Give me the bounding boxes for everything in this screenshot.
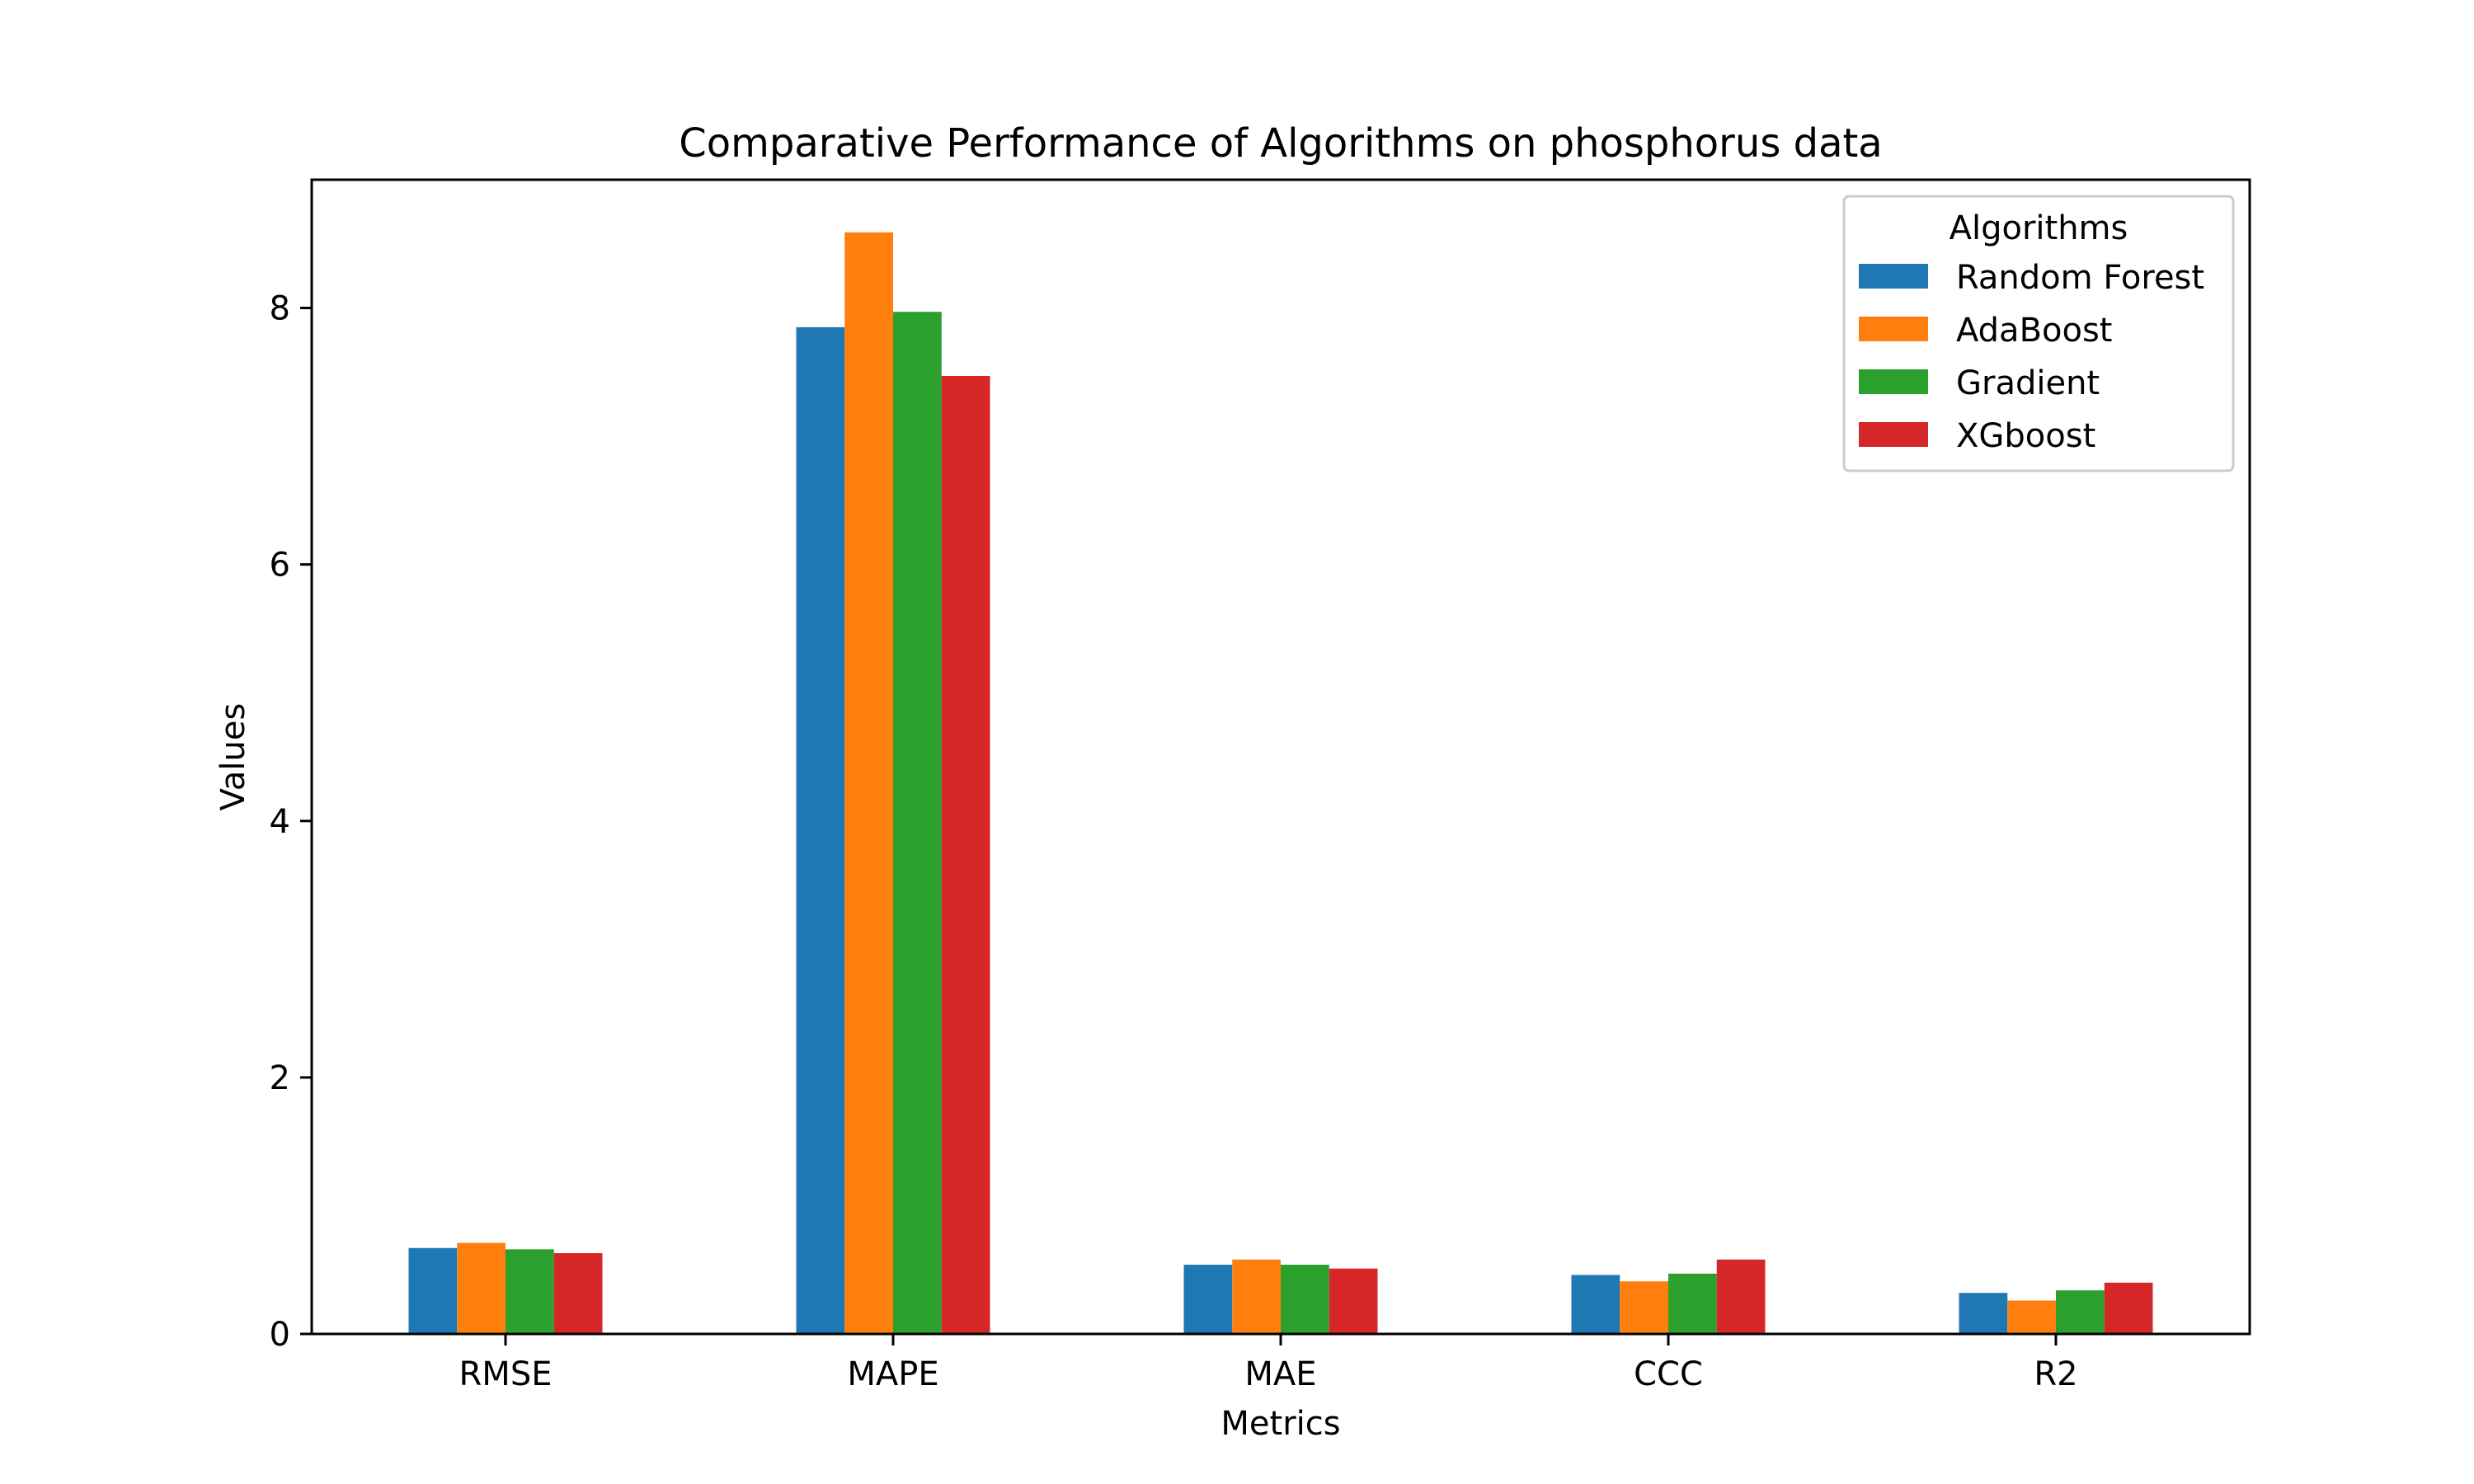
bar-adaboost-mape [844,232,893,1334]
bar-adaboost-rmse [457,1242,506,1334]
bar-random-forest-mae [1183,1265,1233,1334]
y-tick-label: 4 [270,803,290,841]
legend-label-xgboost: XGboost [1956,417,2095,455]
y-tick-label: 6 [270,547,290,585]
legend-label-random-forest: Random Forest [1956,259,2204,297]
legend-label-gradient: Gradient [1956,364,2100,402]
y-tick-label: 0 [270,1316,290,1354]
x-tick-label-rmse: RMSE [459,1355,553,1393]
legend-swatch-random-forest [1859,264,1928,289]
bar-adaboost-ccc [1620,1281,1668,1334]
x-axis-label: Metrics [1221,1405,1340,1443]
x-tick-label-mae: MAE [1244,1355,1316,1393]
chart-title: Comparative Performance of Algorithms on… [679,120,1882,167]
bar-xgboost-rmse [553,1253,603,1334]
bar-xgboost-ccc [1716,1259,1766,1334]
legend: Algorithms Random Forest AdaBoost Gradient… [1842,195,2235,472]
bar-gradient-rmse [506,1249,554,1334]
x-axis: RMSE MAPE MAE CCC R2 [459,1334,2078,1393]
bars-group [408,232,2153,1335]
bar-adaboost-r2 [2007,1300,2056,1334]
x-tick-label-mape: MAPE [847,1355,938,1393]
legend-swatch-gradient [1859,369,1928,394]
legend-label-adaboost: AdaBoost [1956,312,2112,350]
bar-gradient-mae [1281,1265,1329,1334]
bar-gradient-r2 [2056,1290,2105,1334]
x-tick-label-r2: R2 [2034,1355,2077,1393]
bar-xgboost-mape [941,376,990,1334]
plot-frame [310,178,2251,1336]
bar-adaboost-mae [1232,1259,1281,1334]
bar-random-forest-ccc [1571,1275,1620,1334]
legend-swatch-adaboost [1859,317,1928,341]
bar-random-forest-mape [796,326,845,1334]
bar-xgboost-r2 [2104,1282,2153,1334]
x-tick-label-ccc: CCC [1634,1355,1703,1393]
bar-xgboost-mae [1329,1268,1378,1334]
legend-frame [1842,195,2235,472]
legend-swatch-xgboost [1859,422,1928,447]
y-axis-label: Values [214,703,252,811]
bar-random-forest-r2 [1959,1293,2008,1334]
y-tick-label: 2 [270,1059,290,1097]
legend-title: Algorithms [1950,209,2128,247]
bar-gradient-mape [893,312,942,1335]
y-tick-label: 8 [270,290,290,328]
bar-gradient-ccc [1668,1273,1717,1334]
bar-random-forest-rmse [408,1247,458,1334]
y-axis: 0 2 4 6 8 [270,290,312,1354]
